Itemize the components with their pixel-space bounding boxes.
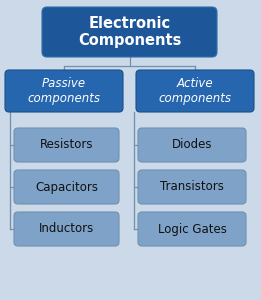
- FancyBboxPatch shape: [5, 70, 123, 112]
- Text: Capacitors: Capacitors: [35, 181, 98, 194]
- FancyBboxPatch shape: [138, 128, 246, 162]
- FancyBboxPatch shape: [42, 7, 217, 57]
- FancyBboxPatch shape: [14, 212, 119, 246]
- FancyBboxPatch shape: [14, 170, 119, 204]
- Text: Diodes: Diodes: [172, 139, 212, 152]
- FancyBboxPatch shape: [14, 128, 119, 162]
- FancyBboxPatch shape: [136, 70, 254, 112]
- Text: Electronic
Components: Electronic Components: [78, 16, 181, 48]
- Text: Logic Gates: Logic Gates: [158, 223, 227, 236]
- FancyBboxPatch shape: [138, 212, 246, 246]
- FancyBboxPatch shape: [138, 170, 246, 204]
- Text: Resistors: Resistors: [40, 139, 93, 152]
- Text: Passive
components: Passive components: [27, 77, 100, 105]
- Text: Transistors: Transistors: [160, 181, 224, 194]
- Text: Inductors: Inductors: [39, 223, 94, 236]
- Text: Active
components: Active components: [158, 77, 232, 105]
